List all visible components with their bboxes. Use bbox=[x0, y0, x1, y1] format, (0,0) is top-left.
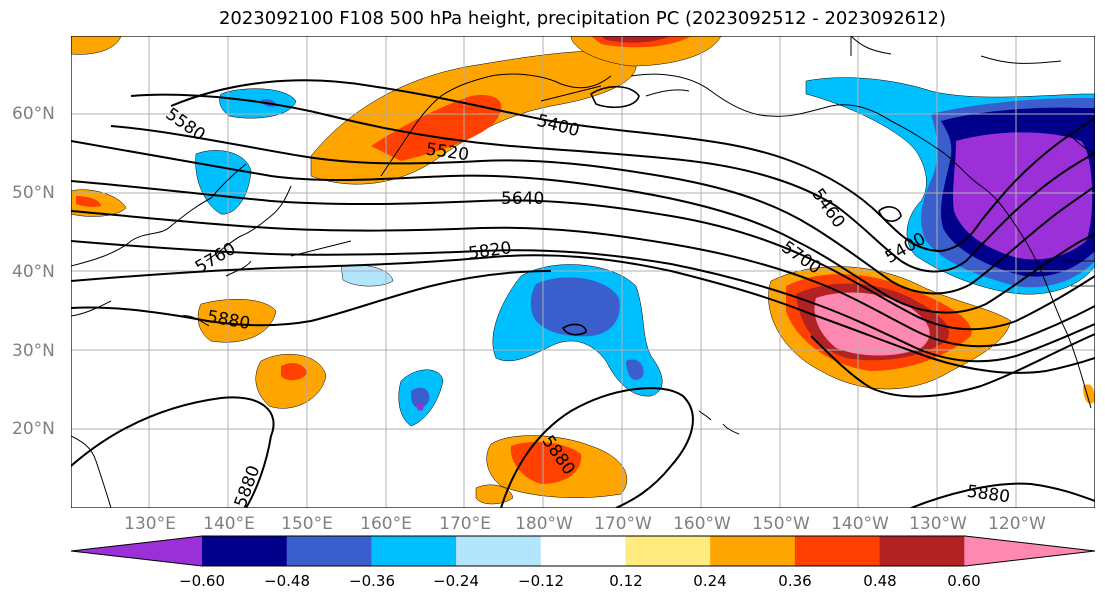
colorbar-tick-label: 0.12 bbox=[609, 572, 643, 590]
colorbar-tick-label: 0.24 bbox=[693, 572, 727, 590]
lat-label: 20°N bbox=[12, 419, 55, 439]
shade-central-blue bbox=[530, 277, 620, 337]
coast-asia bbox=[71, 163, 247, 508]
lat-label: 60°N bbox=[12, 104, 55, 124]
colorbar-tick-label: 0.36 bbox=[778, 572, 812, 590]
lat-label: 40°N bbox=[12, 262, 55, 282]
contour-small-low bbox=[878, 206, 902, 222]
colorbar-tick-label: −0.48 bbox=[264, 572, 310, 590]
lon-label: 170°E bbox=[439, 514, 491, 534]
contour-5820 bbox=[71, 254, 1095, 374]
shade-wpac-red bbox=[281, 363, 307, 381]
colorbar-tick-label: −0.36 bbox=[349, 572, 395, 590]
height-contours bbox=[71, 79, 1095, 508]
shade-midpac-purple bbox=[416, 403, 424, 411]
coast-alaska bbox=[630, 73, 1092, 409]
lon-label: 160°E bbox=[360, 514, 412, 534]
contour-small-ring bbox=[589, 85, 640, 109]
map-panel: 5580 5400 5520 5640 5820 5760 5460 5700 … bbox=[71, 36, 1095, 508]
contour-5640 bbox=[71, 180, 1095, 331]
graticule bbox=[71, 36, 1095, 508]
lon-label: 140°W bbox=[831, 514, 889, 534]
lon-label: 150°W bbox=[752, 514, 810, 534]
lat-label: 30°N bbox=[12, 341, 55, 361]
shade-kamchatka-red bbox=[371, 95, 502, 161]
colorbar-segment bbox=[625, 536, 711, 566]
shade-wpac-orange bbox=[255, 354, 327, 409]
colorbar-tick-label: −0.24 bbox=[433, 572, 479, 590]
border-us-canada bbox=[1061, 260, 1095, 287]
lon-label: 120°W bbox=[988, 514, 1046, 534]
colorbar-segment bbox=[794, 536, 881, 566]
map-title: 2023092100 F108 500 hPa height, precipit… bbox=[218, 8, 947, 29]
shade-central-blue2 bbox=[626, 359, 644, 380]
colorbar-segment bbox=[202, 536, 288, 566]
positive-anomaly-shading bbox=[71, 36, 1095, 505]
contour-5700 bbox=[71, 210, 1095, 348]
colorbar-segment bbox=[879, 536, 965, 566]
contour-small-central bbox=[561, 323, 587, 336]
contour-5580 bbox=[71, 140, 1095, 314]
coast-canada bbox=[850, 36, 1095, 155]
contour-5880-se bbox=[910, 482, 1095, 508]
colorbar-segment bbox=[710, 536, 796, 566]
contour-5400 bbox=[170, 79, 1095, 253]
contour-5460 bbox=[130, 93, 1095, 273]
lon-label: 150°E bbox=[281, 514, 333, 534]
shade-midpac-blue bbox=[411, 387, 430, 409]
contour-label: 5640 bbox=[501, 189, 544, 209]
lon-label: 160°W bbox=[673, 514, 731, 534]
colorbar-segment bbox=[456, 536, 542, 566]
shade-top-darkred bbox=[601, 36, 671, 43]
colorbar-segment bbox=[286, 536, 372, 566]
coast-kamchatka bbox=[380, 73, 612, 177]
lat-label: 50°N bbox=[12, 183, 55, 203]
colorbar-tick-label: 0.48 bbox=[863, 572, 897, 590]
contour-5880-tropics bbox=[500, 387, 694, 508]
lon-label: 180°W bbox=[515, 514, 573, 534]
shade-south-japan-orange bbox=[197, 299, 277, 343]
lon-label: 130°W bbox=[909, 514, 967, 534]
colorbar-segment bbox=[71, 536, 202, 566]
coast-hawaii bbox=[698, 410, 740, 435]
colorbar-tick-label: −0.60 bbox=[179, 572, 225, 590]
shade-alaska-purple bbox=[953, 132, 1093, 260]
contour-5520 bbox=[110, 125, 1095, 295]
colorbar-segment bbox=[964, 536, 1095, 566]
colorbar bbox=[70, 535, 1096, 567]
lon-label: 170°W bbox=[594, 514, 652, 534]
contour-5880-main bbox=[71, 270, 1095, 398]
shade-japan-red bbox=[76, 196, 101, 207]
colorbar-segment bbox=[371, 536, 457, 566]
colorbar-tick-label: 0.60 bbox=[947, 572, 981, 590]
contour-5760 bbox=[71, 240, 1095, 363]
shade-aleutian-blue bbox=[219, 88, 297, 119]
contour-5880-south bbox=[71, 396, 275, 508]
colorbar-segment bbox=[540, 536, 626, 566]
colorbar-tick-label: −0.12 bbox=[518, 572, 564, 590]
lon-label: 140°E bbox=[203, 514, 255, 534]
lon-label: 130°E bbox=[124, 514, 176, 534]
